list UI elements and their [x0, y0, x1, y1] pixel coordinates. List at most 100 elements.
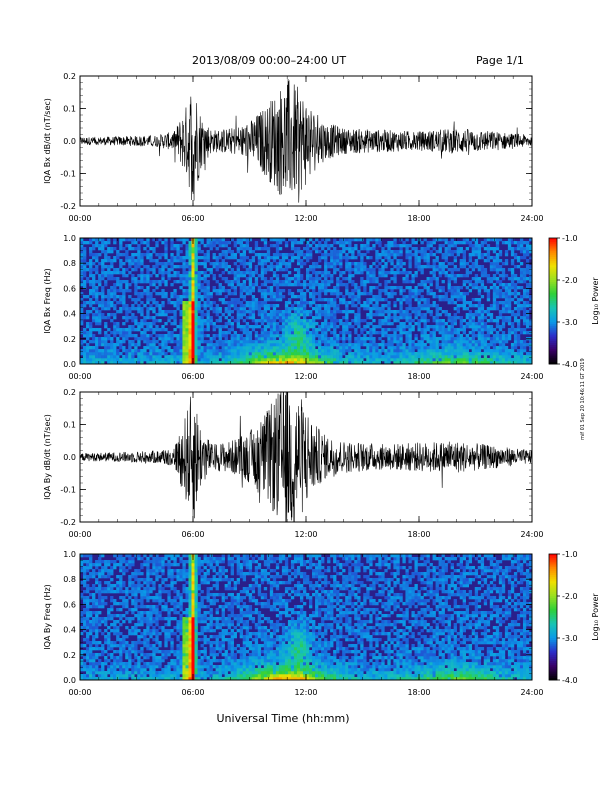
- spectrogram-cell: [161, 358, 165, 362]
- spectrogram-cell: [170, 322, 174, 326]
- spectrogram-cell: [318, 328, 322, 332]
- spectrogram-cell: [293, 274, 298, 278]
- spectrogram-cell: [80, 677, 84, 681]
- spectrogram-cell: [236, 334, 240, 338]
- spectrogram-cell: [203, 361, 207, 365]
- spectrogram-cell: [89, 298, 93, 302]
- spectrogram-cell: [131, 313, 135, 317]
- spectrogram-cell: [254, 337, 259, 341]
- spectrogram-cell: [327, 355, 331, 359]
- spectrogram-cell: [498, 358, 503, 362]
- spectrogram-cell: [146, 313, 150, 317]
- spectrogram-cell: [384, 352, 388, 356]
- spectrogram-cell: [200, 304, 204, 308]
- spectrogram-cell: [230, 250, 234, 254]
- spectrogram-cell: [315, 250, 319, 254]
- spectrogram-cell: [498, 268, 503, 272]
- spectrogram-cell: [194, 346, 198, 350]
- plot-frame: [79, 237, 533, 365]
- spectrogram-cell: [203, 256, 207, 260]
- spectrogram-cell: [206, 322, 210, 326]
- spectrogram-cell: [164, 328, 168, 332]
- spectrogram-cell: [224, 346, 228, 350]
- spectrogram-cell: [278, 340, 283, 344]
- spectrogram-cell: [263, 277, 268, 281]
- spectrogram-cell: [441, 334, 445, 338]
- spectrogram-cell: [381, 358, 385, 362]
- spectrogram-cell: [158, 262, 162, 266]
- spectrogram-cell: [390, 316, 394, 320]
- spectrogram-cell: [299, 274, 304, 278]
- spectrogram-cell: [83, 656, 87, 660]
- spectrogram-cell: [92, 656, 96, 660]
- spectrogram-cell: [327, 274, 331, 278]
- spectrogram-cell: [339, 265, 343, 269]
- spectrogram-cell: [194, 283, 198, 287]
- spectrogram-cell: [212, 355, 216, 359]
- spectrogram-cell: [215, 343, 219, 347]
- spectrogram-cell: [149, 355, 153, 359]
- spectrogram-cell: [227, 319, 231, 323]
- spectrogram-cell: [438, 322, 442, 326]
- spectrogram-cell: [360, 361, 364, 365]
- spectrogram-cell: [390, 277, 394, 281]
- spectrogram-cell: [137, 349, 141, 353]
- spectrogram-cell: [447, 283, 451, 287]
- spectrogram-cell: [411, 358, 415, 362]
- spectrogram-cell: [218, 253, 222, 257]
- spectrogram-cell: [89, 241, 93, 245]
- spectrogram-cell: [224, 310, 228, 314]
- spectrogram-cell: [194, 355, 198, 359]
- spectrogram-cell: [396, 268, 400, 272]
- spectrogram-cell: [525, 283, 530, 287]
- spectrogram-cell: [239, 343, 244, 347]
- spectrogram-cell: [185, 343, 189, 347]
- spectrogram-cell: [278, 265, 283, 269]
- spectrogram-cell: [161, 337, 165, 341]
- spectrogram-cell: [188, 295, 192, 299]
- spectrogram-cell: [447, 247, 451, 251]
- spectrogram-cell: [80, 632, 84, 636]
- spectrogram-cell: [333, 304, 337, 308]
- spectrogram-cell: [188, 346, 192, 350]
- spectrogram-cell: [80, 614, 84, 618]
- spectrogram-cell: [209, 340, 213, 344]
- spectrogram-cell: [80, 322, 84, 326]
- spectrogram-cell: [110, 361, 114, 365]
- spectrogram-cell: [369, 277, 373, 281]
- spectrogram-cell: [426, 334, 430, 338]
- spectrogram-cell: [387, 346, 391, 350]
- spectrogram-cell: [432, 358, 436, 362]
- spectrogram-cell: [227, 304, 231, 308]
- spectrogram-cell: [152, 250, 156, 254]
- spectrogram-cell: [369, 316, 373, 320]
- spectrogram-cell: [302, 253, 307, 257]
- spectrogram-cell: [417, 256, 421, 260]
- spectrogram-cell: [164, 343, 168, 347]
- spectrogram-cell: [390, 286, 394, 290]
- spectrogram-cell: [312, 286, 316, 290]
- spectrogram-cell: [480, 361, 485, 365]
- spectrogram-cell: [128, 334, 132, 338]
- spectrogram-cell: [248, 337, 253, 341]
- spectrogram-cell: [435, 337, 439, 341]
- spectrogram-cell: [104, 271, 108, 275]
- spectrogram-cell: [242, 313, 247, 317]
- spectrogram-cell: [164, 283, 168, 287]
- spectrogram-cell: [296, 346, 301, 350]
- spectrogram-cell: [477, 289, 482, 293]
- spectrogram-cell: [239, 283, 244, 287]
- spectrogram-cell: [245, 328, 250, 332]
- spectrogram-cell: [330, 265, 334, 269]
- spectrogram-cell: [348, 238, 352, 242]
- spectrogram-cell: [263, 292, 268, 296]
- spectrogram-cell: [363, 283, 367, 287]
- spectrogram-cell: [296, 256, 301, 260]
- spectrogram-cell: [179, 250, 183, 254]
- spectrogram-cell: [257, 313, 262, 317]
- spectrogram-cell: [170, 247, 174, 251]
- spectrogram-cell: [299, 340, 304, 344]
- spectrogram-cell: [495, 265, 500, 269]
- spectrogram-cell: [426, 256, 430, 260]
- spectrogram-cell: [453, 307, 457, 311]
